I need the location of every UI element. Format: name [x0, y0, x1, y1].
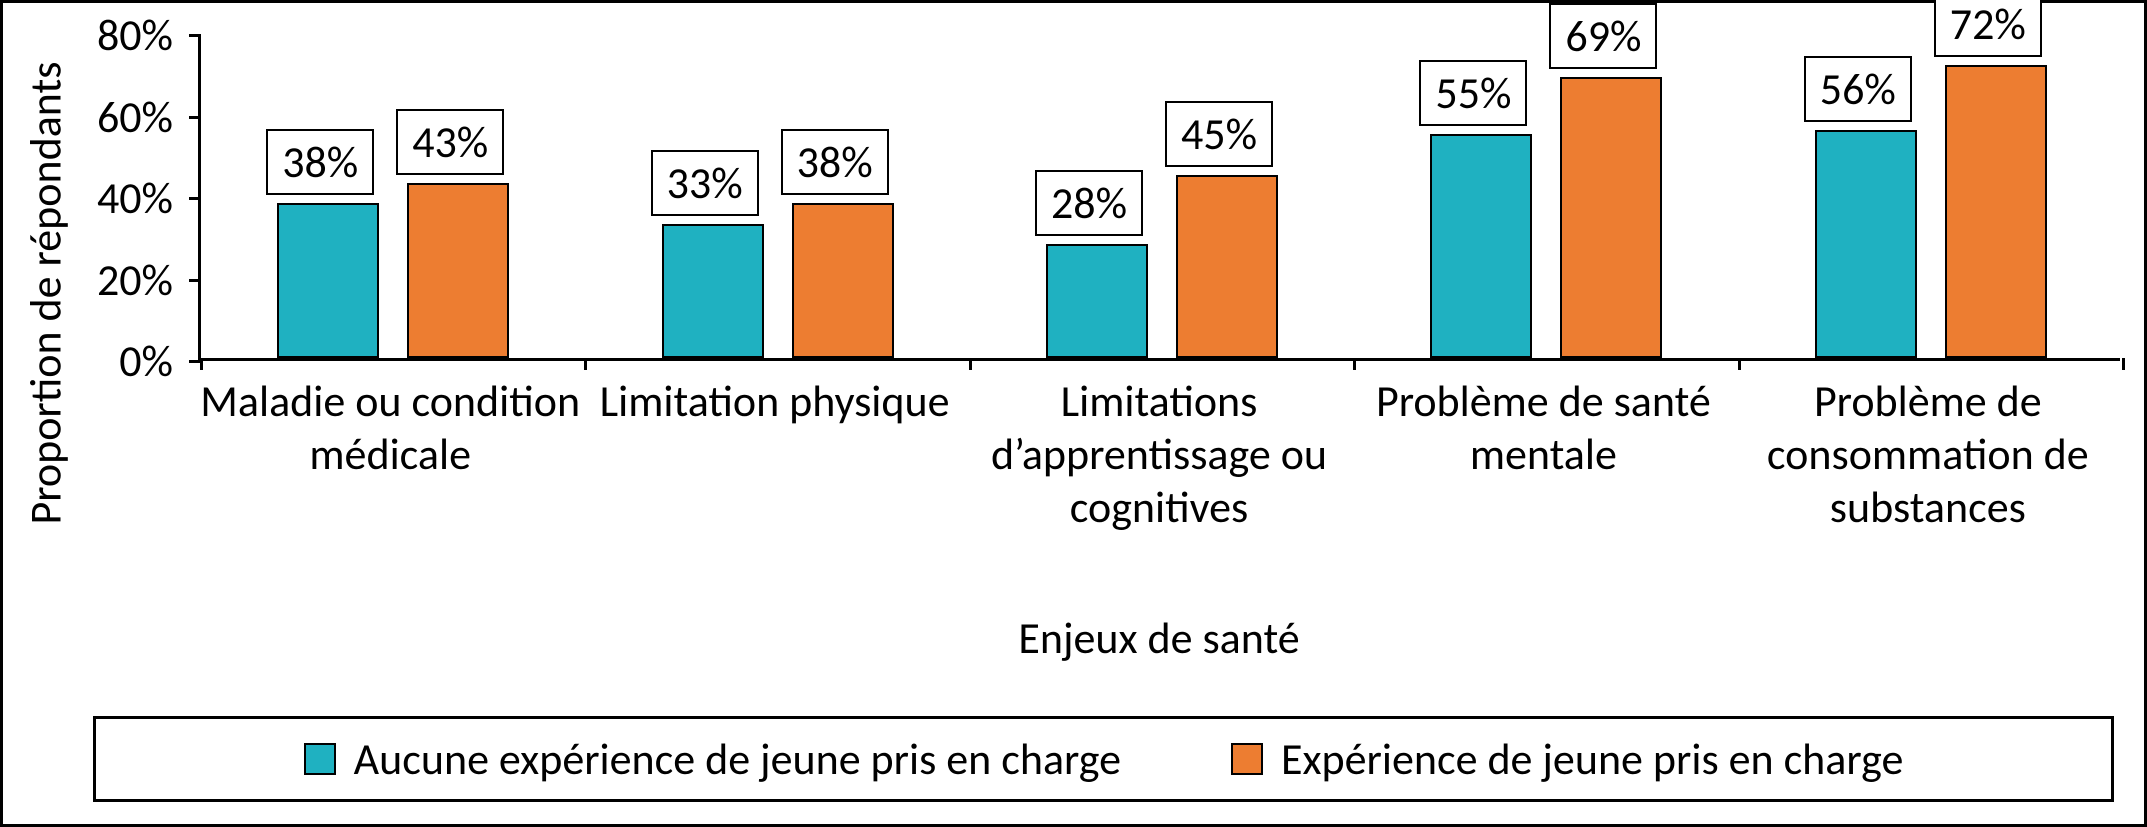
bar-series-a	[1046, 244, 1148, 358]
y-axis-title-text: Proportion de répondants	[18, 62, 72, 525]
y-tick-label: 0%	[119, 334, 173, 388]
category-label: Problème de consommation de substances	[1736, 375, 2120, 533]
bar-series-a	[277, 203, 379, 358]
x-axis-title: Enjeux de santé	[198, 611, 2120, 665]
y-tick-mark	[189, 197, 201, 200]
y-tick-label: 60%	[97, 90, 173, 144]
y-tick-label: 20%	[97, 253, 173, 307]
x-tick-mark	[200, 358, 203, 370]
chart-frame: Proportion de répondants 0%20%40%60%80% …	[0, 0, 2147, 827]
bar-series-b	[1560, 77, 1662, 358]
bar-series-b	[1176, 175, 1278, 358]
y-tick-label: 80%	[97, 8, 173, 62]
bar-series-a	[1430, 134, 1532, 358]
category-label: Limitations d’apprentissage ou cognitive…	[967, 375, 1351, 533]
y-axis-title: Proportion de répondants	[21, 43, 69, 543]
bar-series-a	[1815, 130, 1917, 358]
x-tick-mark	[584, 358, 587, 370]
plot-area: 38%43%33%38%28%45%55%69%56%72%	[198, 35, 2120, 361]
x-tick-mark	[2122, 358, 2125, 370]
data-label-series-b: 43%	[396, 109, 504, 175]
y-tick-label: 40%	[97, 171, 173, 225]
y-axis-ticks: 0%20%40%60%80%	[73, 3, 183, 383]
legend-item-series-a: Aucune expérience de jeune pris en charg…	[304, 732, 1121, 786]
x-tick-mark	[969, 358, 972, 370]
category-label: Maladie ou condition médicale	[198, 375, 582, 481]
category-label: Limitation physique	[582, 375, 966, 428]
legend-swatch-b	[1231, 743, 1263, 775]
data-label-series-a: 33%	[651, 150, 759, 216]
data-label-series-b: 69%	[1549, 3, 1657, 69]
legend: Aucune expérience de jeune pris en charg…	[93, 716, 2114, 802]
bar-series-b	[1945, 65, 2047, 358]
legend-item-series-b: Expérience de jeune pris en charge	[1231, 732, 1903, 786]
x-tick-mark	[1353, 358, 1356, 370]
x-tick-mark	[1738, 358, 1741, 370]
y-tick-mark	[189, 34, 201, 37]
bar-series-b	[792, 203, 894, 358]
legend-swatch-a	[304, 743, 336, 775]
category-label: Problème de santé mentale	[1351, 375, 1735, 481]
y-tick-mark	[189, 116, 201, 119]
y-tick-mark	[189, 279, 201, 282]
bar-series-a	[662, 224, 764, 358]
data-label-series-b: 38%	[781, 129, 889, 195]
data-label-series-a: 56%	[1804, 56, 1912, 122]
category-labels: Maladie ou condition médicaleLimitation …	[198, 375, 2120, 615]
data-label-series-b: 45%	[1165, 101, 1273, 167]
data-label-series-a: 28%	[1035, 170, 1143, 236]
legend-label-b: Expérience de jeune pris en charge	[1281, 732, 1903, 786]
legend-label-a: Aucune expérience de jeune pris en charg…	[354, 732, 1121, 786]
data-label-series-a: 38%	[266, 129, 374, 195]
bar-series-b	[407, 183, 509, 358]
data-label-series-b: 72%	[1934, 0, 2042, 57]
data-label-series-a: 55%	[1419, 60, 1527, 126]
